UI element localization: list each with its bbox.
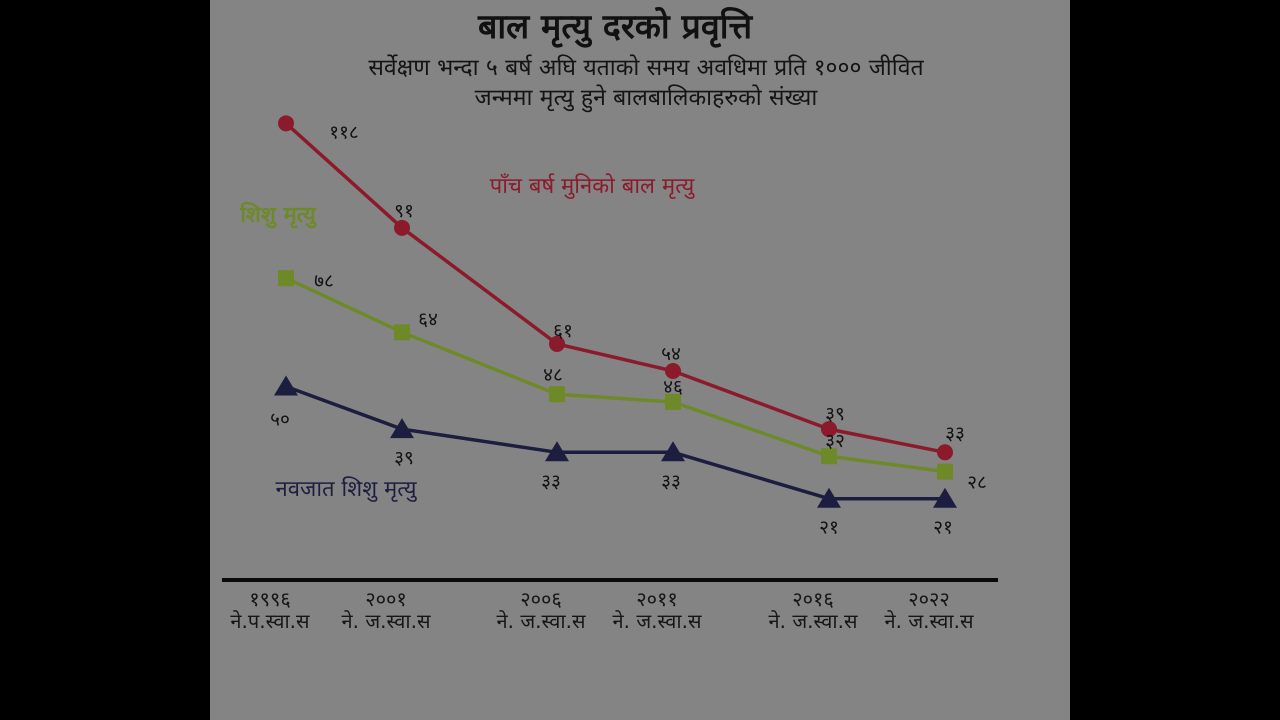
chart-panel	[210, 0, 1070, 720]
infant-point	[549, 386, 565, 403]
under5-data-label: ३९	[825, 403, 845, 425]
infant-point	[394, 324, 410, 341]
neonatal-data-label: ३३	[541, 470, 561, 492]
infant-series-line	[285, 276, 946, 474]
under5-data-label: ११८	[329, 121, 359, 143]
infant-data-label: २८	[967, 472, 987, 494]
x-tick-source-label: ने. ज.स्वा.स	[342, 609, 431, 633]
x-tick-source-label: ने. ज.स्वा.स	[769, 609, 858, 633]
infant-point	[821, 448, 837, 465]
under5-point	[278, 115, 294, 132]
neonatal-data-label: ५०	[270, 409, 290, 431]
x-tick-source-label: ने. ज.स्वा.स	[885, 609, 974, 633]
infant-data-label: ६४	[418, 308, 438, 330]
neonatal-data-label: २१	[933, 517, 953, 539]
under5-point	[549, 335, 565, 352]
neonatal-point	[817, 487, 841, 508]
infant-point	[937, 463, 953, 480]
infant-data-label: ७८	[314, 270, 334, 292]
neonatal-point	[545, 441, 569, 462]
infant-data-label: ४८	[543, 364, 563, 386]
infant-data-label: ३२	[825, 430, 845, 452]
infant-data-label: ४६	[663, 376, 683, 398]
under5-data-label: ५४	[661, 343, 681, 365]
under5-point	[665, 363, 681, 380]
under5-series-line	[284, 121, 946, 455]
chart-subtitle-line-2: जन्ममा मृत्यु हुने बालबालिकाहरुको संख्या	[474, 85, 818, 111]
under5-data-label: ३३	[945, 422, 965, 444]
neonatal-point	[933, 487, 957, 508]
under5-series-legend-label: पाँच बर्ष मुनिको बाल मृत्यु	[490, 173, 696, 199]
x-tick-year-label: २००६	[520, 587, 562, 611]
x-tick-year-label: २०११	[636, 587, 678, 611]
neonatal-series-legend-label: नवजात शिशु मृत्यु	[276, 476, 418, 502]
x-tick-source-label: ने.प.स्वा.स	[230, 609, 310, 633]
under5-point	[394, 219, 410, 236]
neonatal-point	[661, 441, 685, 462]
neonatal-point	[390, 418, 414, 439]
neonatal-series-line	[285, 384, 945, 501]
x-tick-source-label: ने. ज.स्वा.स	[497, 609, 586, 633]
under5-data-label: ६१	[553, 320, 573, 342]
under5-point	[821, 421, 837, 438]
under5-data-label: ९१	[394, 200, 414, 222]
infant-point	[665, 393, 681, 410]
x-tick-year-label: २००१	[365, 587, 407, 611]
infant-series-legend-label: शिशु मृत्यु	[239, 201, 317, 229]
under5-point	[937, 444, 953, 461]
x-tick-year-label: २०१६	[792, 587, 834, 611]
neonatal-point	[274, 375, 298, 396]
x-tick-year-label: १९९६	[249, 587, 291, 611]
infant-point	[278, 270, 294, 287]
x-tick-year-label: २०२२	[908, 587, 950, 611]
chart-subtitle-line-1: सर्वेक्षण भन्दा ५ बर्ष अघि यताको समय अवध…	[368, 55, 924, 81]
chart-title: बाल मृत्यु दरको प्रवृत्ति	[477, 7, 753, 47]
neonatal-data-label: २१	[819, 517, 839, 539]
neonatal-data-label: ३३	[661, 470, 681, 492]
x-tick-source-label: ने. ज.स्वा.स	[613, 609, 702, 633]
neonatal-data-label: ३९	[394, 447, 414, 469]
